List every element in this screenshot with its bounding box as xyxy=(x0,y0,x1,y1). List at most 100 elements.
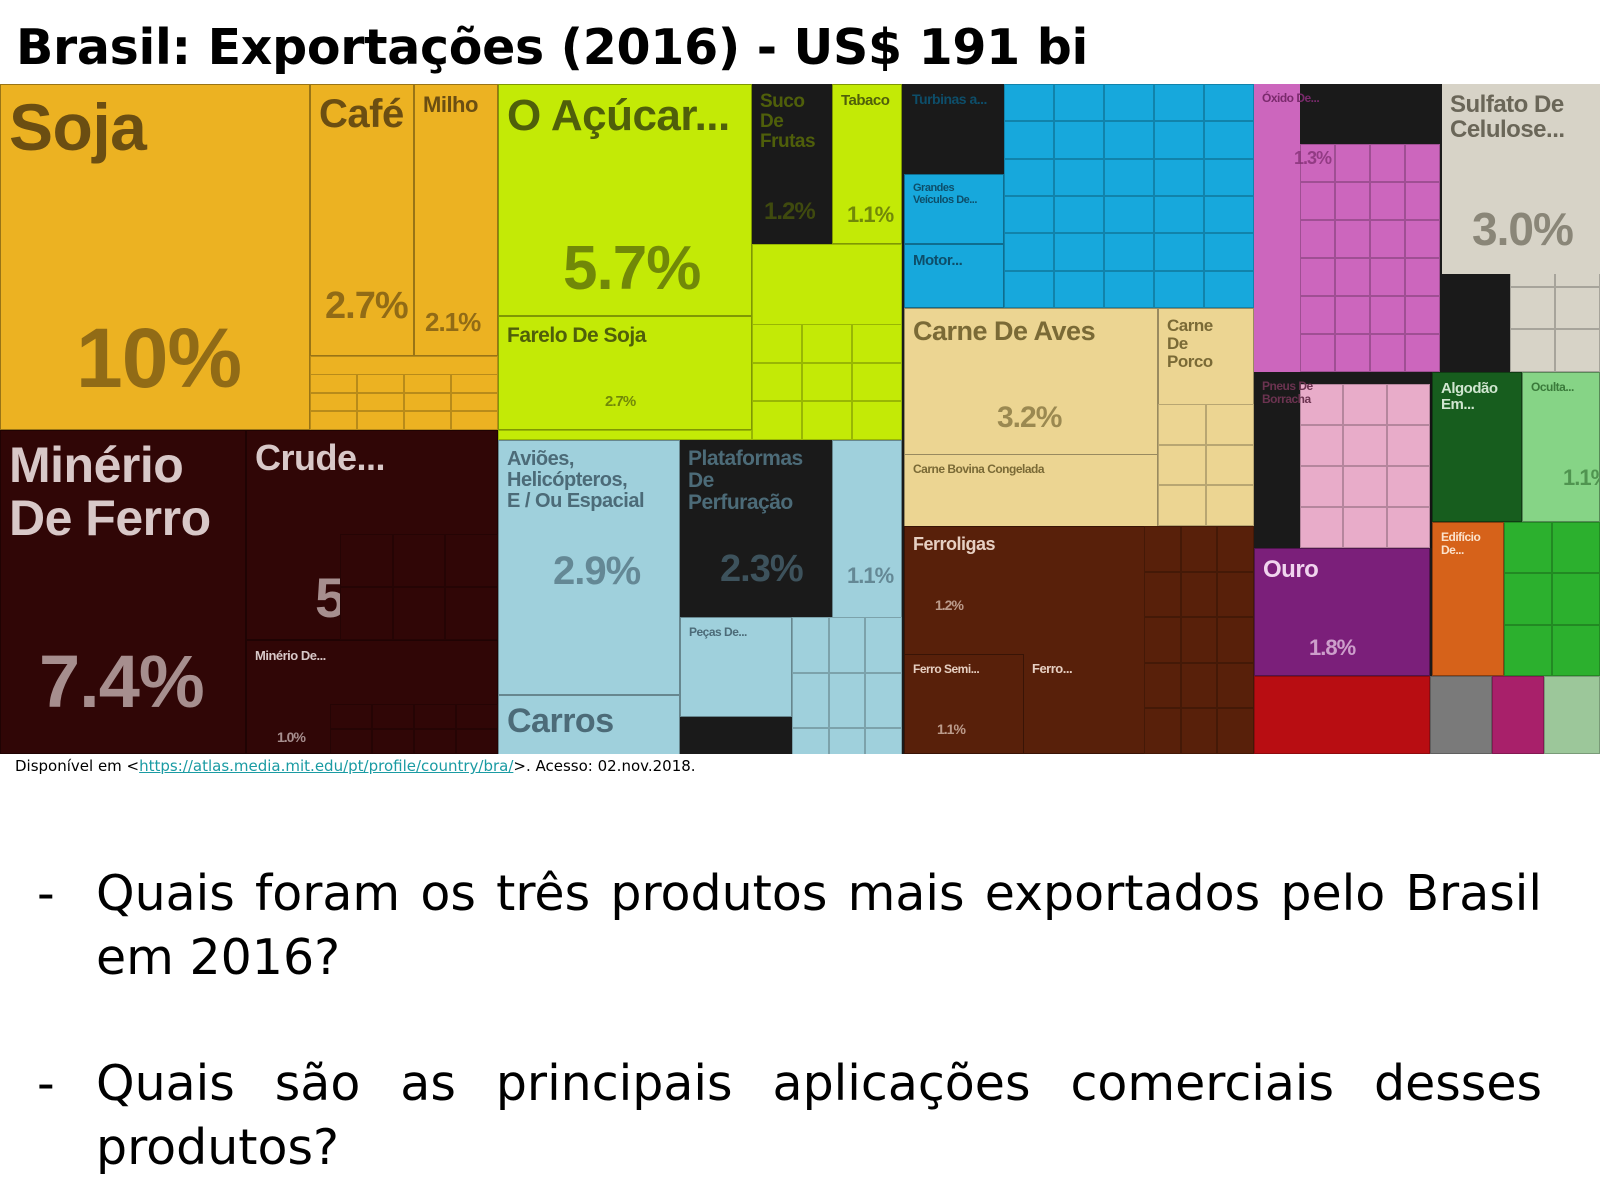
treemap-cell xyxy=(1386,425,1430,466)
treemap-cell xyxy=(1154,233,1204,271)
treemap-cell xyxy=(1504,573,1552,625)
treemap-cell xyxy=(852,362,902,402)
treemap-cell xyxy=(828,728,866,754)
treemap-cell xyxy=(1206,485,1254,526)
source-link[interactable]: https://atlas.media.mit.edu/pt/profile/c… xyxy=(139,757,514,775)
treemap-tile: Farelo De Soja 2.7% xyxy=(498,316,752,430)
treemap-cell xyxy=(802,324,852,363)
treemap-cell xyxy=(1104,158,1154,196)
treemap-minor-tile xyxy=(1544,676,1600,754)
tile-value: 2.1% xyxy=(425,307,481,337)
treemap-cell xyxy=(1004,84,1054,122)
treemap-tile: Café 2.7% xyxy=(310,84,414,356)
tile-label: Carne De Aves xyxy=(913,316,1096,346)
treemap-tile: Carne Bovina Congelada xyxy=(904,454,1158,534)
tile-value: 1.2% xyxy=(935,597,964,613)
treemap-cell xyxy=(1204,233,1254,271)
treemap-cell xyxy=(1144,526,1181,572)
slide-title: Brasil: Exportações (2016) - US$ 191 bi xyxy=(16,19,1088,76)
treemap-cell xyxy=(1154,196,1204,234)
treemap-cell xyxy=(1552,522,1600,574)
source-suffix: >. Acesso: 02.nov.2018. xyxy=(513,757,696,775)
tile-value: 3.2% xyxy=(997,401,1062,434)
treemap-tile: Oculta... 1.1% xyxy=(1522,372,1600,522)
treemap-tile: Carros2.5% xyxy=(498,695,680,754)
exports-treemap: Soja 10% Café 2.7% Milho 2.1% O Açúcar... 5.7% T… xyxy=(0,84,1600,754)
treemap-cell xyxy=(1504,624,1552,676)
tile-label: Minério De Ferro xyxy=(9,437,211,546)
treemap-tile: Aviões, Helicópteros, E / Ou Espacial 2.9… xyxy=(498,440,680,695)
treemap-cell xyxy=(1300,507,1344,548)
source-prefix: Disponível em < xyxy=(15,757,140,775)
treemap-cell xyxy=(414,729,456,754)
treemap-tile: Milho 2.1% xyxy=(414,84,498,356)
bullet-dash: - xyxy=(37,1055,55,1112)
treemap-minor-tile xyxy=(1430,676,1492,754)
treemap-cell xyxy=(1204,270,1254,308)
tile-value: 5.7% xyxy=(563,234,701,303)
treemap-cell xyxy=(1104,233,1154,271)
treemap-cell xyxy=(1386,507,1430,548)
treemap-cell xyxy=(1104,121,1154,159)
treemap-cell xyxy=(1204,121,1254,159)
tile-value: 1.1% xyxy=(847,202,894,227)
treemap-cell xyxy=(310,374,357,393)
treemap-cell xyxy=(310,411,357,430)
treemap-cell xyxy=(1300,466,1344,507)
treemap-cell xyxy=(1180,526,1218,572)
tile-label: Óxido De... xyxy=(1262,91,1320,105)
tile-value: 10% xyxy=(76,311,242,405)
treemap-tile: Soja 10% xyxy=(0,84,310,430)
treemap-cell xyxy=(1204,84,1254,122)
treemap-cell xyxy=(451,374,498,393)
treemap-cell xyxy=(852,324,902,363)
treemap-tile: O Açúcar... 5.7% xyxy=(498,84,752,316)
treemap-cell xyxy=(1217,617,1254,663)
treemap-cell xyxy=(372,704,414,729)
treemap-cell xyxy=(1158,485,1206,526)
treemap-tile: Edifício De... xyxy=(1432,522,1504,676)
tile-value: 1.0% xyxy=(277,729,306,745)
treemap-cell xyxy=(792,728,829,754)
treemap-cell xyxy=(392,534,446,587)
tile-label: Milho xyxy=(423,92,478,117)
treemap-cell xyxy=(310,392,357,412)
tile-label: O Açúcar... xyxy=(507,91,730,140)
treemap-cell xyxy=(1180,571,1218,618)
tile-label: Plataformas De Perfuração xyxy=(688,447,803,515)
tile-label: Crude... xyxy=(255,437,386,478)
treemap-cell xyxy=(456,729,498,754)
treemap-cell xyxy=(330,729,372,754)
treemap-cell xyxy=(1144,708,1181,754)
tile-label: Carros xyxy=(507,702,614,740)
treemap-cell xyxy=(1300,384,1344,425)
treemap-tile: Óxido De... 1.3% xyxy=(1254,84,1442,372)
treemap-cell xyxy=(1217,708,1254,754)
treemap-tile: Plataformas De Perfuração 2.3% xyxy=(680,440,832,695)
tile-value: 1.3% xyxy=(1294,148,1332,168)
treemap-cell xyxy=(451,392,498,412)
treemap-cell xyxy=(802,362,852,402)
treemap-tile: Ferro... xyxy=(1024,654,1144,754)
treemap-cell xyxy=(357,392,404,412)
treemap-minor-tile xyxy=(1254,676,1430,754)
tile-label: Algodão Em... xyxy=(1441,380,1498,413)
tile-label: Sulfato De Celulose... xyxy=(1450,91,1565,144)
treemap-cell xyxy=(1552,573,1600,625)
treemap-cell xyxy=(1343,466,1387,507)
treemap-cell xyxy=(1206,404,1254,445)
tile-value: 1.1% xyxy=(847,563,894,588)
treemap-minor-tile xyxy=(1430,372,1432,548)
treemap-cell xyxy=(330,704,372,729)
treemap-tile: Sulfato De Celulose... 3.0% xyxy=(1442,84,1600,372)
treemap-cell xyxy=(1154,270,1204,308)
tile-label: Grandes Veículos De... xyxy=(913,182,977,206)
treemap-cell xyxy=(1154,84,1204,122)
tile-value: 1.1% xyxy=(1563,465,1599,490)
treemap-cell xyxy=(1217,662,1254,709)
tile-label: Carne De Porco xyxy=(1167,316,1213,371)
treemap-cell xyxy=(1300,425,1344,466)
treemap-cell xyxy=(392,587,446,640)
treemap-cell xyxy=(1158,444,1206,486)
treemap-tile: Turbinas a... xyxy=(904,84,1254,308)
